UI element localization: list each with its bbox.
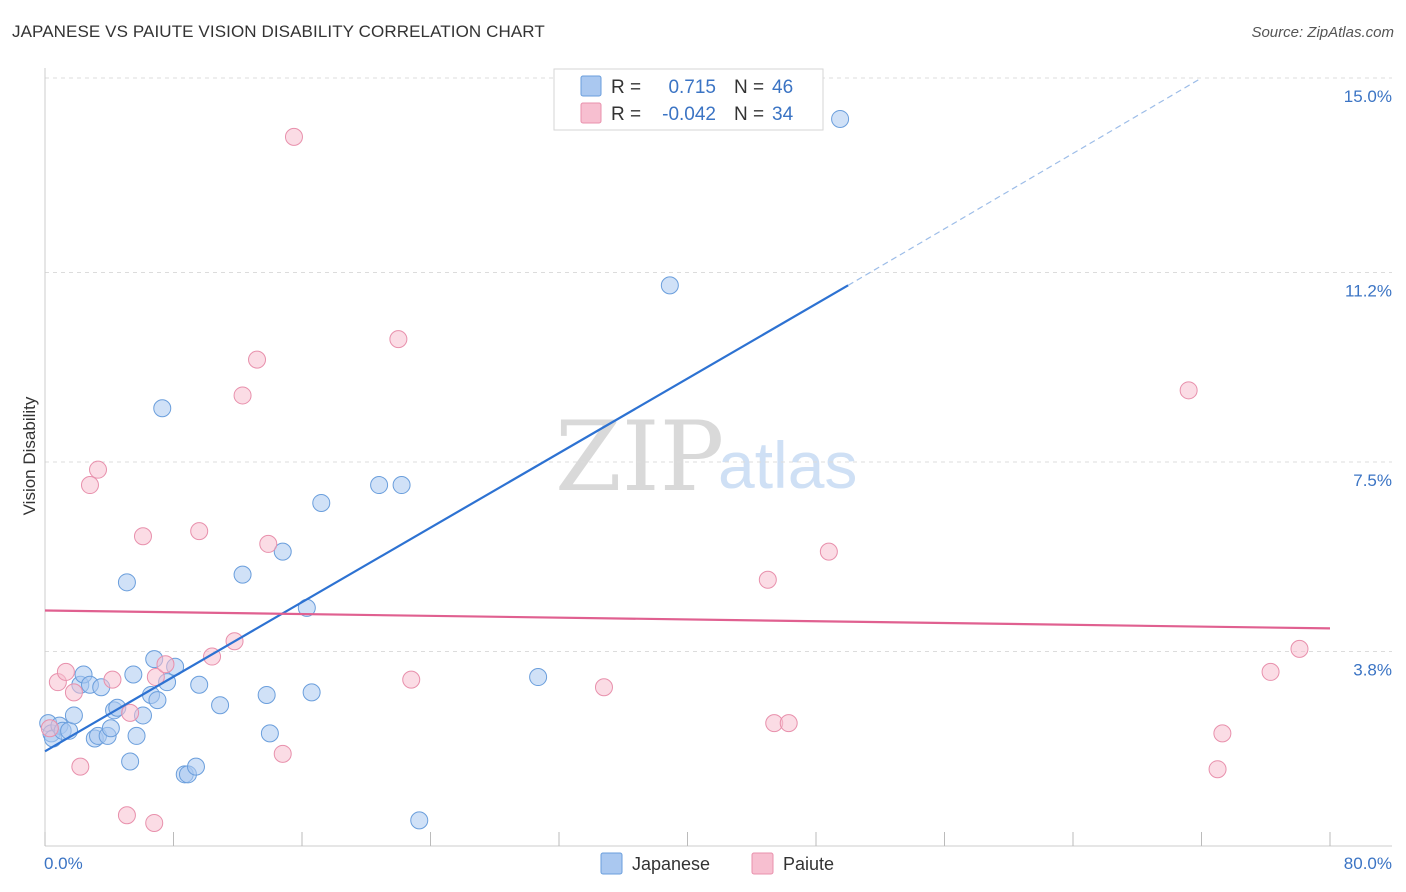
paiute-point [56, 662, 75, 681]
paiute-point [779, 714, 798, 733]
watermark-zip: ZIP [555, 401, 724, 513]
chart-source: Source: ZipAtlas.com [1251, 24, 1394, 41]
paiute-point [103, 670, 122, 689]
paiute-point [248, 350, 267, 369]
japanese-point [233, 565, 252, 584]
y-axis-label: Vision Disability [20, 396, 39, 515]
legend-paiute-n-label: N = [734, 104, 764, 125]
paiute-point [259, 534, 278, 553]
paiute-point [117, 806, 136, 825]
japanese-point [410, 811, 429, 830]
y-tick-label: 7.5% [1353, 471, 1392, 490]
paiute-point [1290, 639, 1309, 658]
japanese-point [121, 752, 140, 771]
japanese-trend-line [44, 284, 849, 753]
japanese-point [117, 573, 136, 592]
chart-title: JAPANESE VS PAIUTE VISION DISABILITY COR… [12, 22, 545, 41]
paiute-point [133, 527, 152, 546]
japanese-point [257, 685, 276, 704]
paiute-points [40, 127, 1309, 832]
trend-lines [44, 77, 1331, 753]
x-tick-label-min: 0.0% [44, 854, 83, 873]
series-legend: Japanese Paiute [600, 852, 834, 875]
paiute-point [146, 668, 165, 687]
bottom-legend-swatch-japanese [600, 852, 623, 875]
watermark-atlas: atlas [718, 428, 857, 502]
bottom-legend-label-japanese: Japanese [632, 854, 710, 874]
legend-paiute-r-label: R = [611, 104, 641, 125]
legend-japanese-n-value: 46 [772, 77, 793, 98]
paiute-point [156, 655, 175, 674]
japanese-point [186, 757, 205, 776]
paiute-point [64, 683, 83, 702]
japanese-point [302, 683, 321, 702]
y-tick-label: 11.2% [1345, 282, 1392, 301]
japanese-point [101, 719, 120, 738]
paiute-point [71, 757, 90, 776]
legend-swatch-paiute [580, 102, 602, 124]
paiute-point [1179, 381, 1198, 400]
japanese-point [153, 399, 172, 418]
legend-japanese-n-label: N = [734, 77, 764, 98]
paiute-point [273, 744, 292, 763]
grid [45, 77, 1392, 652]
paiute-point [1213, 724, 1232, 743]
legend-paiute-n-value: 34 [772, 104, 794, 125]
japanese-point [211, 696, 230, 715]
paiute-point [758, 570, 777, 589]
y-tick-label: 3.8% [1353, 660, 1392, 679]
paiute-trend-line [44, 609, 1331, 630]
japanese-point [392, 476, 411, 495]
paiute-point [389, 330, 408, 349]
correlation-legend: R = 0.715 N = 46 R = -0.042 N = 34 [553, 68, 824, 131]
japanese-point [312, 493, 331, 512]
legend-paiute-r-value: -0.042 [662, 104, 716, 125]
paiute-point [1208, 760, 1227, 779]
y-tick-label: 15.0% [1344, 87, 1392, 106]
paiute-point [80, 476, 99, 495]
paiute-point [40, 719, 59, 738]
x-ticks [44, 832, 1331, 846]
japanese-point [660, 276, 679, 295]
paiute-point [190, 522, 209, 541]
paiute-point [89, 460, 108, 479]
japanese-point [148, 691, 167, 710]
paiute-point [1261, 662, 1280, 681]
japanese-point [370, 476, 389, 495]
japanese-point [124, 665, 143, 684]
paiute-point [121, 703, 140, 722]
paiute-point [145, 813, 164, 832]
paiute-point [233, 386, 252, 405]
japanese-point [260, 724, 279, 743]
legend-japanese-r-value: 0.715 [668, 77, 716, 98]
japanese-points [39, 109, 850, 830]
bottom-legend-label-paiute: Paiute [783, 854, 834, 874]
japanese-point [273, 542, 292, 561]
japanese-trend-extension [847, 77, 1202, 286]
legend-swatch-japanese [580, 75, 602, 97]
japanese-point [529, 668, 548, 687]
y-tick-labels: 3.8% 7.5% 11.2% 15.0% [1344, 87, 1392, 679]
legend-japanese-r-label: R = [611, 77, 641, 98]
paiute-point [402, 670, 421, 689]
paiute-point [284, 127, 303, 146]
bottom-legend-swatch-paiute [751, 852, 774, 875]
paiute-point [819, 542, 838, 561]
japanese-point [127, 726, 146, 745]
paiute-point [594, 678, 613, 697]
watermark: ZIP atlas [555, 401, 857, 513]
x-tick-label-max: 80.0% [1344, 854, 1392, 873]
japanese-point [190, 675, 209, 694]
japanese-point [831, 109, 850, 128]
japanese-point [64, 706, 83, 725]
